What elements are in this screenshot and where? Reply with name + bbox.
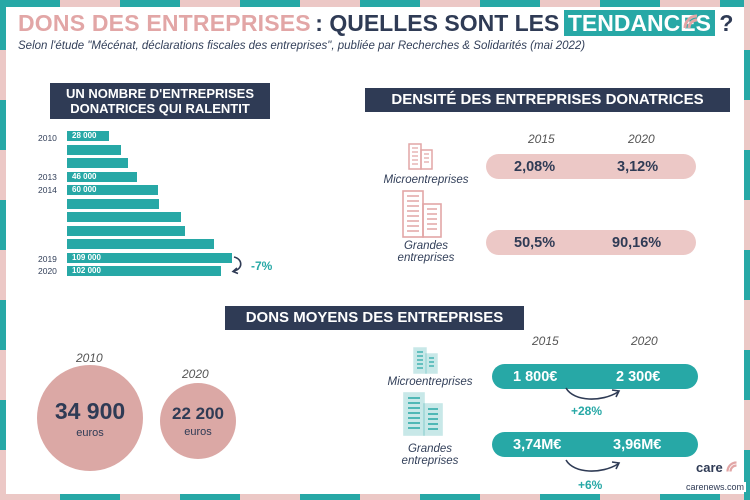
density-year-2015: 2015 xyxy=(528,132,555,146)
bar-2018 xyxy=(67,239,214,249)
top-stripe xyxy=(0,0,750,7)
page-title: DONS DES ENTREPRISES : QUELLES SONT LES … xyxy=(18,10,733,37)
left-stripe xyxy=(0,0,6,500)
number-section-title: UN NOMBRE D'ENTREPRISES DONATRICES QUI R… xyxy=(50,83,270,119)
subtitle: Selon l'étude "Mécénat, déclarations fis… xyxy=(18,40,586,52)
bar-2019: 109 000 xyxy=(67,252,232,263)
dons-change-micro: +28% xyxy=(571,404,603,418)
right-stripe xyxy=(744,0,750,500)
change-percent: -7% xyxy=(251,259,273,273)
circle-year-2020: 2020 xyxy=(182,367,209,381)
bar-2010: 28 000 xyxy=(67,131,109,141)
bar-2020: 102 000 xyxy=(67,266,221,276)
circle-2020-value: 22 200 xyxy=(172,404,224,423)
bar-label-2014: 60 000 xyxy=(72,185,97,194)
density-year-2020: 2020 xyxy=(628,132,655,146)
care-logo: care xyxy=(696,460,738,475)
dons-micro-2020: 2 300€ xyxy=(616,368,661,385)
density-large-2015: 50,5% xyxy=(514,234,556,251)
year-label-2014: 2014 xyxy=(38,185,57,195)
bar-label-2019: 109 000 xyxy=(72,252,101,262)
dons-change-large: +6% xyxy=(578,478,603,492)
brand-swirl-icon xyxy=(683,14,699,35)
title-part1: DONS DES ENTREPRISES xyxy=(18,10,311,36)
circle-year-2010: 2010 xyxy=(76,351,103,365)
dons-year-2015: 2015 xyxy=(532,334,559,348)
density-label-micro: Microentreprises xyxy=(383,174,469,186)
dons-year-2020: 2020 xyxy=(631,334,658,348)
density-pill-large: 50,5% 90,16% xyxy=(486,230,696,255)
density-micro-2015: 2,08% xyxy=(514,158,556,175)
circle-2010-unit: euros xyxy=(76,426,104,439)
dons-section-title: DONS MOYENS DES ENTREPRISES xyxy=(225,306,524,330)
building-small-teal-icon xyxy=(413,342,439,379)
year-label-2019: 2019 xyxy=(38,254,57,264)
site-url: carenews.com xyxy=(684,482,747,492)
dons-micro-2015: 1 800€ xyxy=(513,368,558,385)
bar-2012 xyxy=(67,158,128,168)
density-label-large: Grandes entreprises xyxy=(397,240,455,264)
dons-pill-micro: 1 800€ 2 300€ xyxy=(492,364,698,389)
title-part2: : QUELLES SONT LES xyxy=(315,10,560,36)
year-label-2013: 2013 xyxy=(38,172,57,182)
title-end: ? xyxy=(719,10,734,36)
bar-2017 xyxy=(67,225,185,236)
building-large-icon xyxy=(402,190,444,243)
bar-label-2020: 102 000 xyxy=(72,266,101,275)
density-large-2020: 90,16% xyxy=(612,234,662,251)
circle-2010: 34 900 euros xyxy=(37,365,143,471)
bar-2011 xyxy=(67,144,121,155)
density-pill-micro: 2,08% 3,12% xyxy=(486,154,696,179)
arrow-large-icon xyxy=(562,458,624,481)
curved-arrow-icon xyxy=(228,255,252,282)
bar-label-2013: 46 000 xyxy=(72,171,97,181)
arrow-micro-icon xyxy=(562,386,624,409)
bottom-stripe xyxy=(0,494,750,500)
density-section-title: DENSITÉ DES ENTREPRISES DONATRICES xyxy=(365,88,730,112)
building-large-teal-icon xyxy=(403,392,445,441)
circle-2020-unit: euros xyxy=(184,426,212,438)
dons-label-micro: Microentreprises xyxy=(387,376,473,388)
bar-label-2010: 28 000 xyxy=(72,131,97,140)
bar-2014: 60 000 xyxy=(67,185,158,195)
dons-label-large: Grandes entreprises xyxy=(401,443,459,467)
dons-large-2015: 3,74M€ xyxy=(513,436,562,453)
dons-pill-large: 3,74M€ 3,96M€ xyxy=(492,432,698,457)
circle-2020: 22 200 euros xyxy=(160,383,236,459)
dons-large-2020: 3,96M€ xyxy=(613,436,662,453)
building-small-icon xyxy=(408,138,434,175)
bar-2016 xyxy=(67,212,181,222)
bar-2013: 46 000 xyxy=(67,171,137,182)
year-label-2020: 2020 xyxy=(38,266,57,276)
density-micro-2020: 3,12% xyxy=(617,158,659,175)
bar-2015 xyxy=(67,198,159,209)
year-label-2010: 2010 xyxy=(38,133,57,143)
circle-2010-value: 34 900 xyxy=(54,397,126,424)
